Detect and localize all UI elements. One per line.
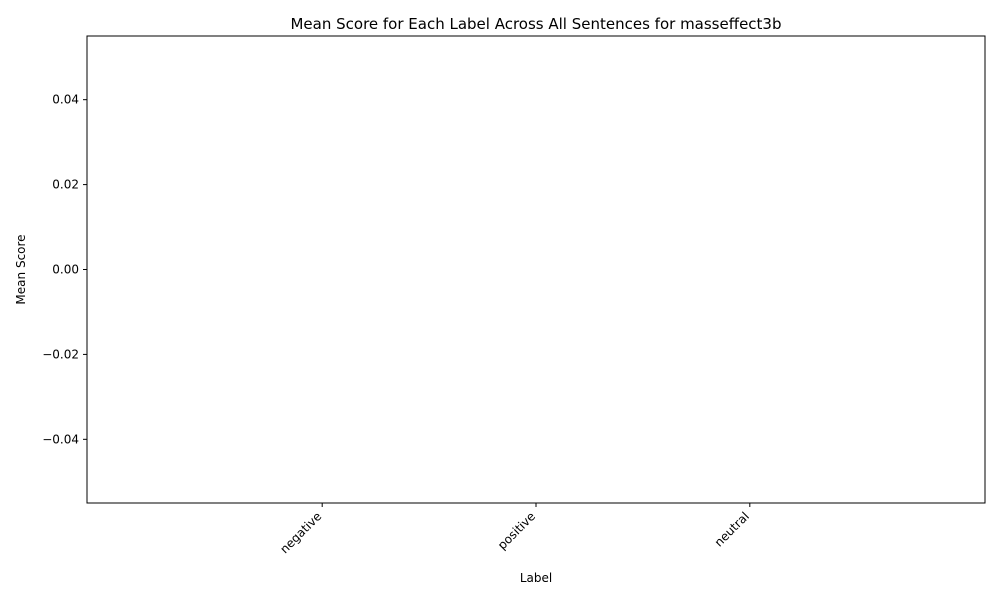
y-tick-label: 0.04	[52, 93, 79, 107]
y-tick-label: 0.02	[52, 178, 79, 192]
y-axis-ticks: 0.04 0.02 0.00 −0.02 −0.04	[42, 93, 87, 446]
x-axis-label: Label	[520, 571, 552, 585]
y-tick-label: −0.02	[42, 347, 79, 361]
y-tick-label: −0.04	[42, 432, 79, 446]
y-tick-label: 0.00	[52, 263, 79, 277]
y-axis-label: Mean Score	[14, 234, 28, 304]
chart-title: Mean Score for Each Label Across All Sen…	[290, 15, 781, 33]
